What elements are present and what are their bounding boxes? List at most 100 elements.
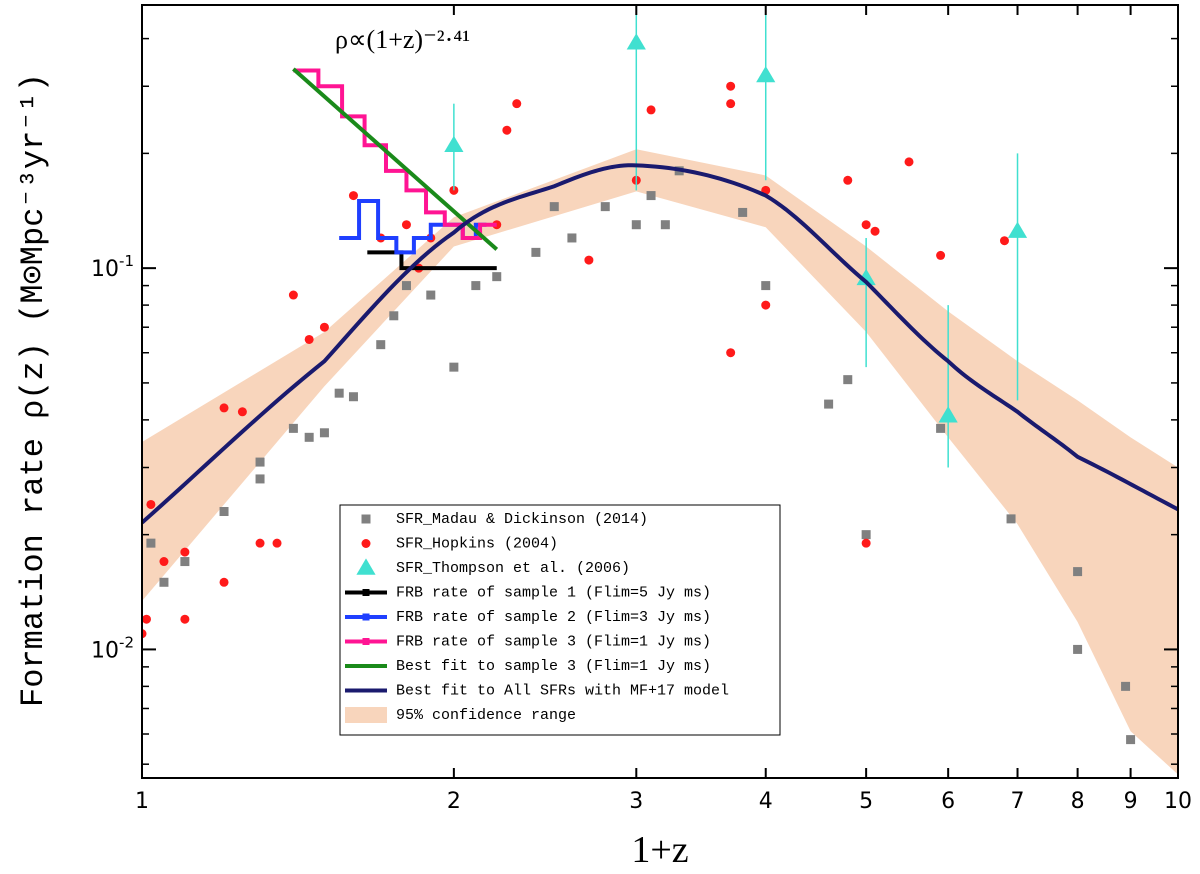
marker (304, 432, 314, 442)
marker (824, 399, 834, 409)
fit-line (292, 67, 499, 251)
marker (304, 334, 314, 344)
marker (761, 300, 771, 310)
legend-label: 95% confidence range (396, 707, 576, 724)
confidence-band (142, 149, 1178, 775)
plot-area (142, 5, 1178, 775)
marker (219, 507, 229, 517)
legend-label: FRB rate of sample 2 (Flim=3 Jy ms) (396, 609, 711, 626)
marker (361, 539, 371, 548)
marker (255, 538, 265, 548)
marker (726, 348, 736, 358)
step-line (293, 68, 497, 240)
marker (255, 474, 265, 484)
marker (549, 202, 559, 212)
marker (219, 403, 229, 413)
marker (843, 175, 853, 185)
marker (626, 33, 646, 50)
marker (288, 290, 298, 300)
marker (180, 547, 190, 557)
x-tick-label: 8 (1071, 789, 1085, 814)
marker (756, 65, 776, 83)
legend-label: SFR_Madau & Dickinson (2014) (396, 511, 648, 528)
marker (219, 577, 229, 587)
marker (843, 375, 853, 385)
legend-label: FRB rate of sample 3 (Flim=1 Jy ms) (396, 633, 711, 650)
x-tick-label: 3 (629, 789, 643, 814)
x-tick-label: 6 (941, 789, 955, 814)
x-tick-label: 2 (447, 789, 461, 814)
x-tick-label: 7 (1011, 789, 1025, 814)
y-tick-label: 10-1 (91, 252, 134, 282)
marker (936, 250, 946, 260)
marker (502, 125, 512, 135)
legend-label: SFR_Hopkins (2004) (396, 535, 558, 552)
legend-box (339, 504, 781, 736)
marker (376, 340, 386, 350)
marker (142, 614, 151, 624)
marker (531, 247, 541, 257)
marker (567, 233, 577, 243)
legend-label: Best fit to All SFRs with MF+17 model (396, 682, 729, 699)
marker (631, 220, 641, 230)
y-tick-base: 10 (91, 257, 119, 282)
marker (362, 638, 370, 645)
marker (319, 428, 329, 438)
legend-label: FRB rate of sample 1 (Flim=5 Jy ms) (396, 584, 711, 601)
marker (180, 614, 190, 624)
marker (159, 577, 169, 587)
marker (401, 220, 411, 230)
marker (726, 81, 736, 91)
marker (861, 538, 871, 548)
marker (904, 157, 914, 167)
marker (1007, 221, 1028, 238)
marker (856, 268, 876, 286)
marker (146, 538, 156, 548)
marker (600, 202, 610, 212)
y-axis-label: Formation rate ρ(z) (M⊙Mpc⁻³yr⁻¹) (15, 73, 52, 707)
marker (255, 457, 265, 467)
y-tick-exponent: -1 (119, 252, 134, 270)
marker (426, 290, 436, 300)
marker (142, 629, 147, 639)
legend: SFR_Madau & Dickinson (2014) SFR_Hopkins … (339, 504, 781, 736)
marker (444, 135, 464, 153)
marker (492, 272, 502, 282)
marker (401, 281, 411, 291)
marker (362, 613, 370, 621)
y-tick-exponent: -2 (119, 633, 134, 651)
marker (938, 406, 958, 423)
marker (356, 558, 376, 575)
marker (449, 362, 459, 372)
marker (180, 557, 190, 567)
marker (237, 407, 247, 417)
marker (1006, 514, 1016, 524)
marker (512, 99, 522, 109)
x-tick-label: 1 (135, 789, 149, 814)
x-tick-label: 10 (1164, 789, 1192, 814)
marker (861, 530, 871, 540)
marker (646, 191, 656, 201)
legend-swatch (345, 707, 387, 723)
marker (646, 105, 656, 115)
x-tick-label: 9 (1124, 789, 1138, 814)
marker (1073, 644, 1083, 654)
marker (159, 557, 169, 567)
legend-label: Best fit to sample 3 (Flim=1 Jy ms) (396, 658, 711, 675)
marker (999, 236, 1009, 246)
marker (389, 311, 399, 321)
marker (362, 589, 370, 596)
y-tick-base: 10 (91, 638, 119, 663)
marker (288, 423, 298, 433)
marker (861, 220, 871, 230)
marker (1126, 735, 1136, 745)
marker (660, 220, 670, 230)
marker (348, 392, 358, 402)
legend-label: SFR_Thompson et al. (2006) (396, 560, 630, 577)
marker (334, 388, 344, 398)
annotation: ρ∝(1+z)⁻²·⁴¹ (335, 25, 470, 54)
marker (1073, 567, 1083, 577)
marker (870, 226, 880, 236)
y-tick-label: 10-2 (91, 633, 134, 663)
